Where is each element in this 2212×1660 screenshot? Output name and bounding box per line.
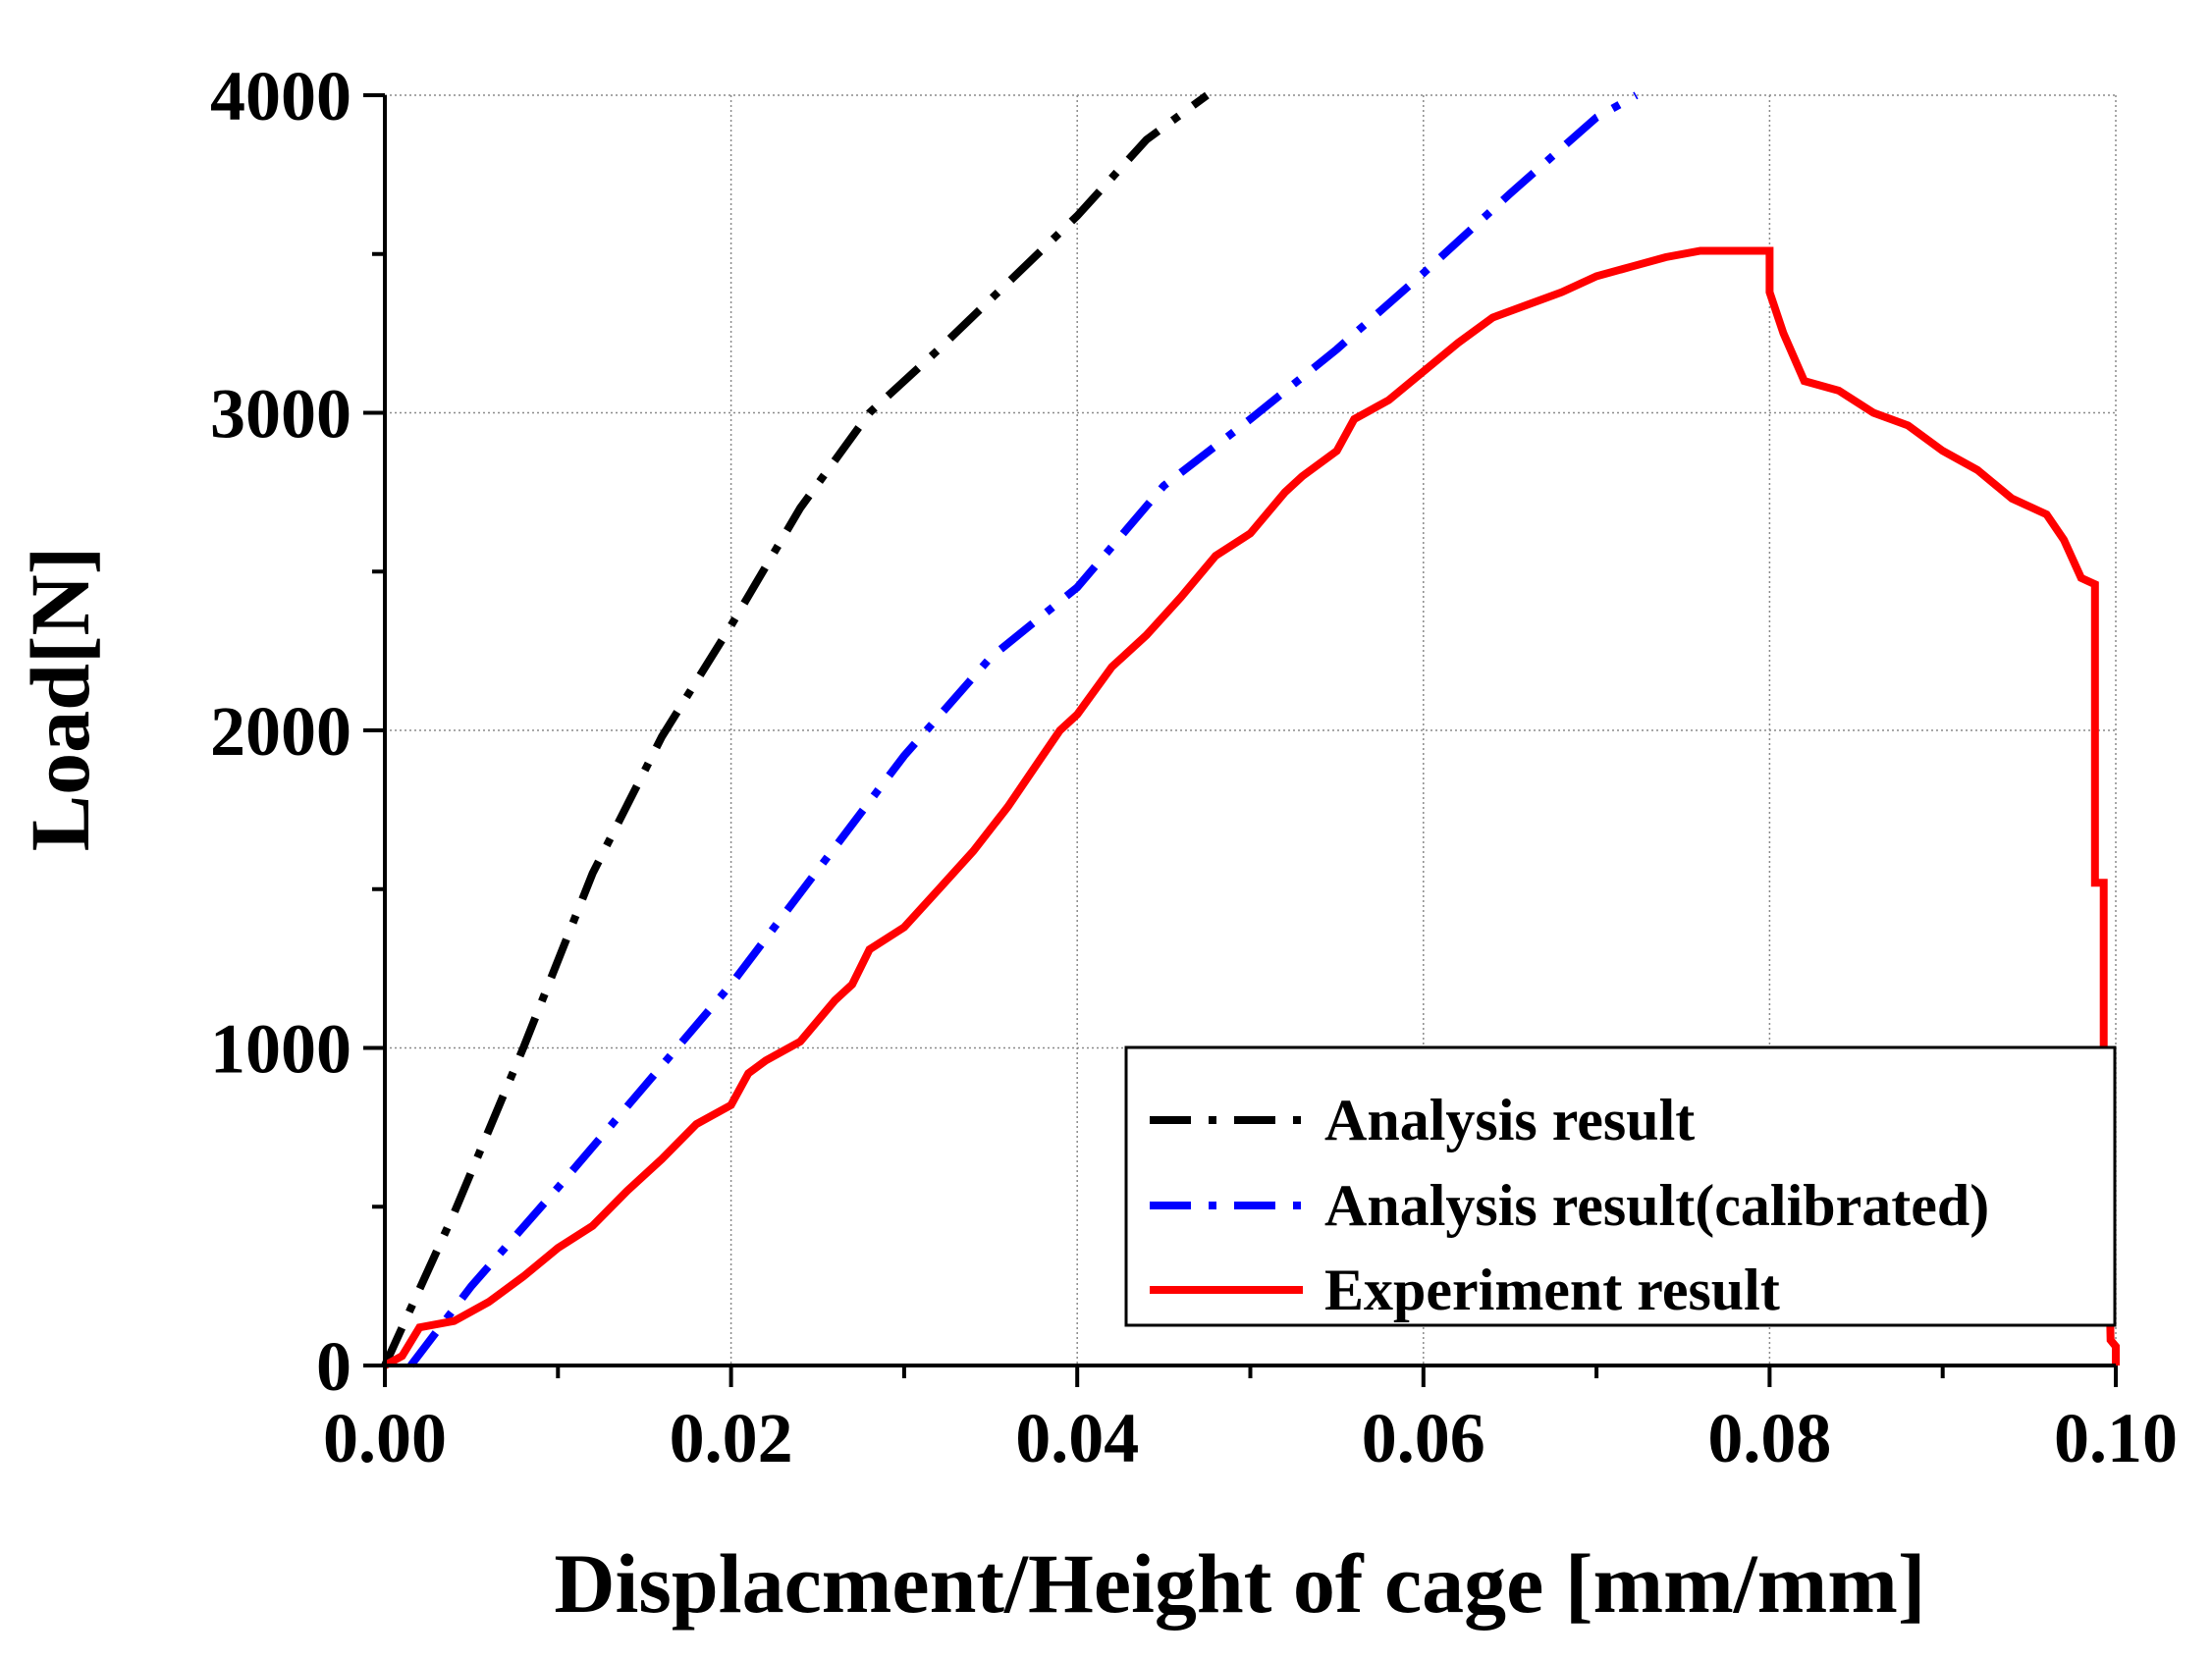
legend-label-3: Experiment result (1324, 1258, 1780, 1322)
x-tick-label-0: 0.00 (323, 1399, 447, 1477)
series-line-2 (407, 91, 1639, 1368)
series-line-1 (381, 91, 1210, 1367)
y-tick-label-3: 3000 (210, 375, 351, 454)
series-line-3 (383, 246, 2120, 1369)
y-tick-label-0: 0 (316, 1327, 351, 1406)
series-group (381, 91, 2120, 1369)
tick-marks (363, 93, 2118, 1387)
legend: Analysis result Analysis result(calibrate… (1124, 1045, 2117, 1327)
tick-labels: 0.00 0.02 0.04 0.06 0.08 0.10 0 1000 2000 3000 400… (210, 57, 2178, 1477)
x-tick-label-2: 0.04 (1015, 1399, 1139, 1477)
x-tick-label-1: 0.02 (670, 1399, 793, 1477)
y-tick-label-2: 2000 (210, 692, 351, 771)
x-tick-label-3: 0.06 (1362, 1399, 1485, 1477)
x-axis-title: Displacment/Height of cage [mm/mm] (554, 1536, 1925, 1631)
legend-box (1124, 1045, 2117, 1327)
y-axis-title: Load[N] (13, 547, 107, 852)
legend-label-2: Analysis result(calibrated) (1324, 1173, 1989, 1238)
x-tick-label-4: 0.08 (1707, 1399, 1831, 1477)
y-tick-label-1: 1000 (210, 1010, 351, 1089)
y-tick-label-4: 4000 (210, 57, 351, 135)
legend-label-1: Analysis result (1324, 1088, 1695, 1152)
x-tick-label-5: 0.10 (2054, 1399, 2178, 1477)
